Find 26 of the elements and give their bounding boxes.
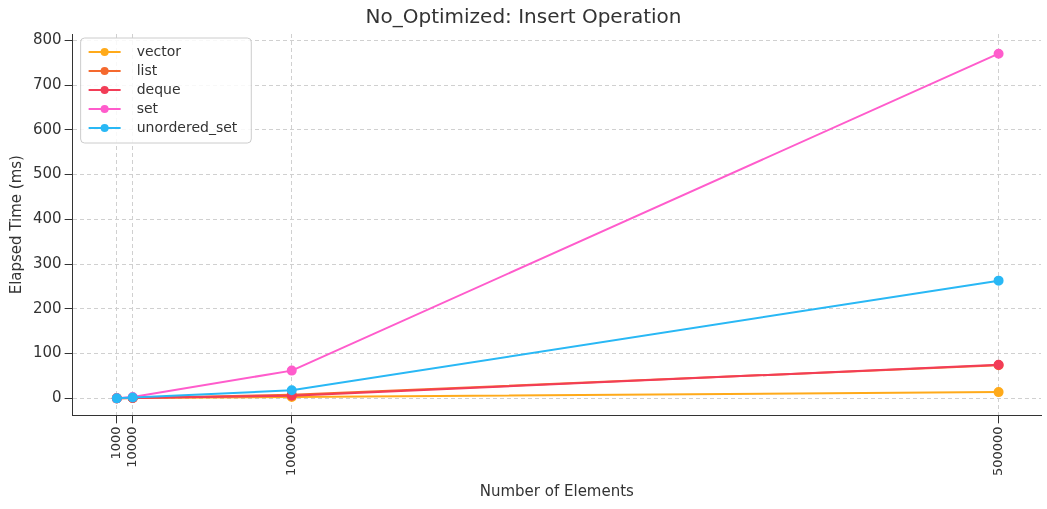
y-axis-title: Elapsed Time (ms) (6, 155, 25, 295)
y-tick-label: 100 (32, 343, 62, 362)
x-tick-label: 10000 (124, 426, 140, 468)
y-tick-label: 200 (32, 298, 62, 317)
y-tick-label: 500 (32, 164, 62, 183)
y-tick-label: 0 (52, 388, 62, 407)
y-tick-label: 600 (32, 119, 62, 138)
point (286, 385, 297, 396)
legend-label: deque (136, 80, 181, 97)
y-tick-label: 300 (32, 253, 62, 272)
x-tick-label: 100000 (283, 426, 299, 477)
legend-label: set (136, 99, 159, 116)
y-tick-label: 400 (32, 209, 62, 228)
x-tick-label: 500000 (989, 426, 1005, 477)
legend-label: list (136, 61, 158, 78)
point (993, 275, 1004, 286)
x-tick-label: 1000 (108, 426, 124, 460)
legend-label: vector (136, 42, 182, 59)
y-tick-label: 700 (32, 74, 62, 93)
point (993, 387, 1004, 398)
chart-title: No_Optimized: Insert Operation (365, 4, 682, 29)
x-axis-title: Number of Elements (479, 481, 635, 500)
y-tick-label: 800 (32, 30, 62, 49)
point (286, 365, 297, 376)
legend-label: unordered_set (136, 118, 238, 135)
point (993, 48, 1004, 59)
